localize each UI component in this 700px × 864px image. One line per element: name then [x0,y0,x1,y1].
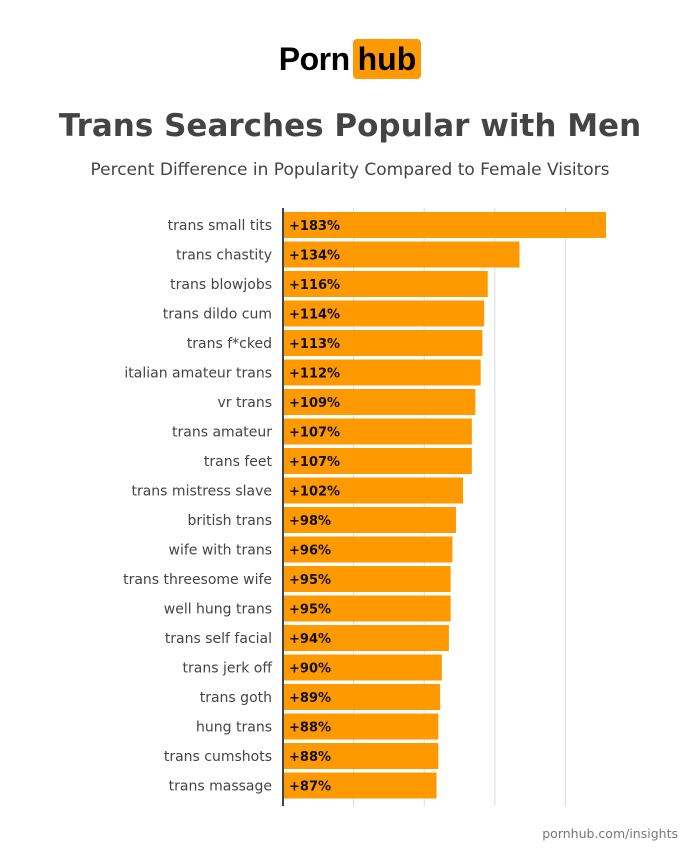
bar [283,743,439,769]
bar [283,595,451,622]
data-label: +87% [289,780,331,795]
logo-text-hub: hub [352,39,422,79]
data-label: +88% [289,721,331,736]
data-label: +98% [289,514,331,529]
category-label: trans threesome wife [123,572,272,588]
bar [283,241,520,268]
bar [283,684,441,710]
bar [283,448,472,474]
category-label: italian amateur trans [124,366,272,382]
data-label: +88% [289,750,331,765]
bar [283,772,437,799]
category-label: british trans [187,513,272,529]
bar [283,359,481,386]
bar [283,713,439,740]
bar [283,536,453,563]
data-label: +107% [289,455,340,470]
data-label: +112% [289,367,340,382]
logo-text-porn: Porn [278,40,350,77]
source-footer: pornhub.com/insights [542,826,678,841]
category-label: trans self facial [165,631,272,647]
category-label: trans mistress slave [131,484,272,500]
data-label: +102% [289,485,340,500]
category-label: vr trans [218,395,272,411]
data-label: +95% [289,603,331,618]
bar [283,566,451,592]
category-label: hung trans [196,720,272,736]
category-label: trans f*cked [187,336,272,352]
category-label: trans chastity [176,248,272,264]
pornhub-logo: Porn hub [0,39,700,79]
chart-subtitle: Percent Difference in Popularity Compare… [90,160,610,180]
category-label: trans dildo cum [163,307,272,323]
data-label: +114% [289,308,340,323]
bar [283,330,483,356]
category-label: trans jerk off [183,661,273,677]
category-label: well hung trans [164,602,272,618]
data-label: +109% [289,396,340,411]
category-label: trans feet [204,454,273,470]
category-label: trans amateur [172,425,272,441]
data-label: +113% [289,337,340,352]
bar [283,212,606,238]
bar [283,271,488,297]
chart-title: Trans Searches Popular with Men [58,108,642,144]
category-label: trans small tits [168,218,272,234]
data-label: +183% [289,219,340,234]
bar [283,477,464,504]
bar [283,389,476,415]
category-label: trans massage [169,779,272,795]
bar [283,625,449,651]
data-label: +94% [289,632,331,647]
bar [283,654,442,681]
category-label: trans blowjobs [170,277,272,293]
data-label: +90% [289,662,331,677]
data-label: +134% [289,249,340,264]
bar [283,418,472,445]
data-label: +116% [289,278,340,293]
category-label: trans goth [200,690,272,706]
bar [283,507,456,533]
bar [283,300,485,327]
data-label: +95% [289,573,331,588]
data-label: +107% [289,426,340,441]
category-label: wife with trans [169,543,272,559]
category-label: trans cumshots [164,749,272,765]
data-label: +96% [289,544,331,559]
data-label: +89% [289,691,331,706]
